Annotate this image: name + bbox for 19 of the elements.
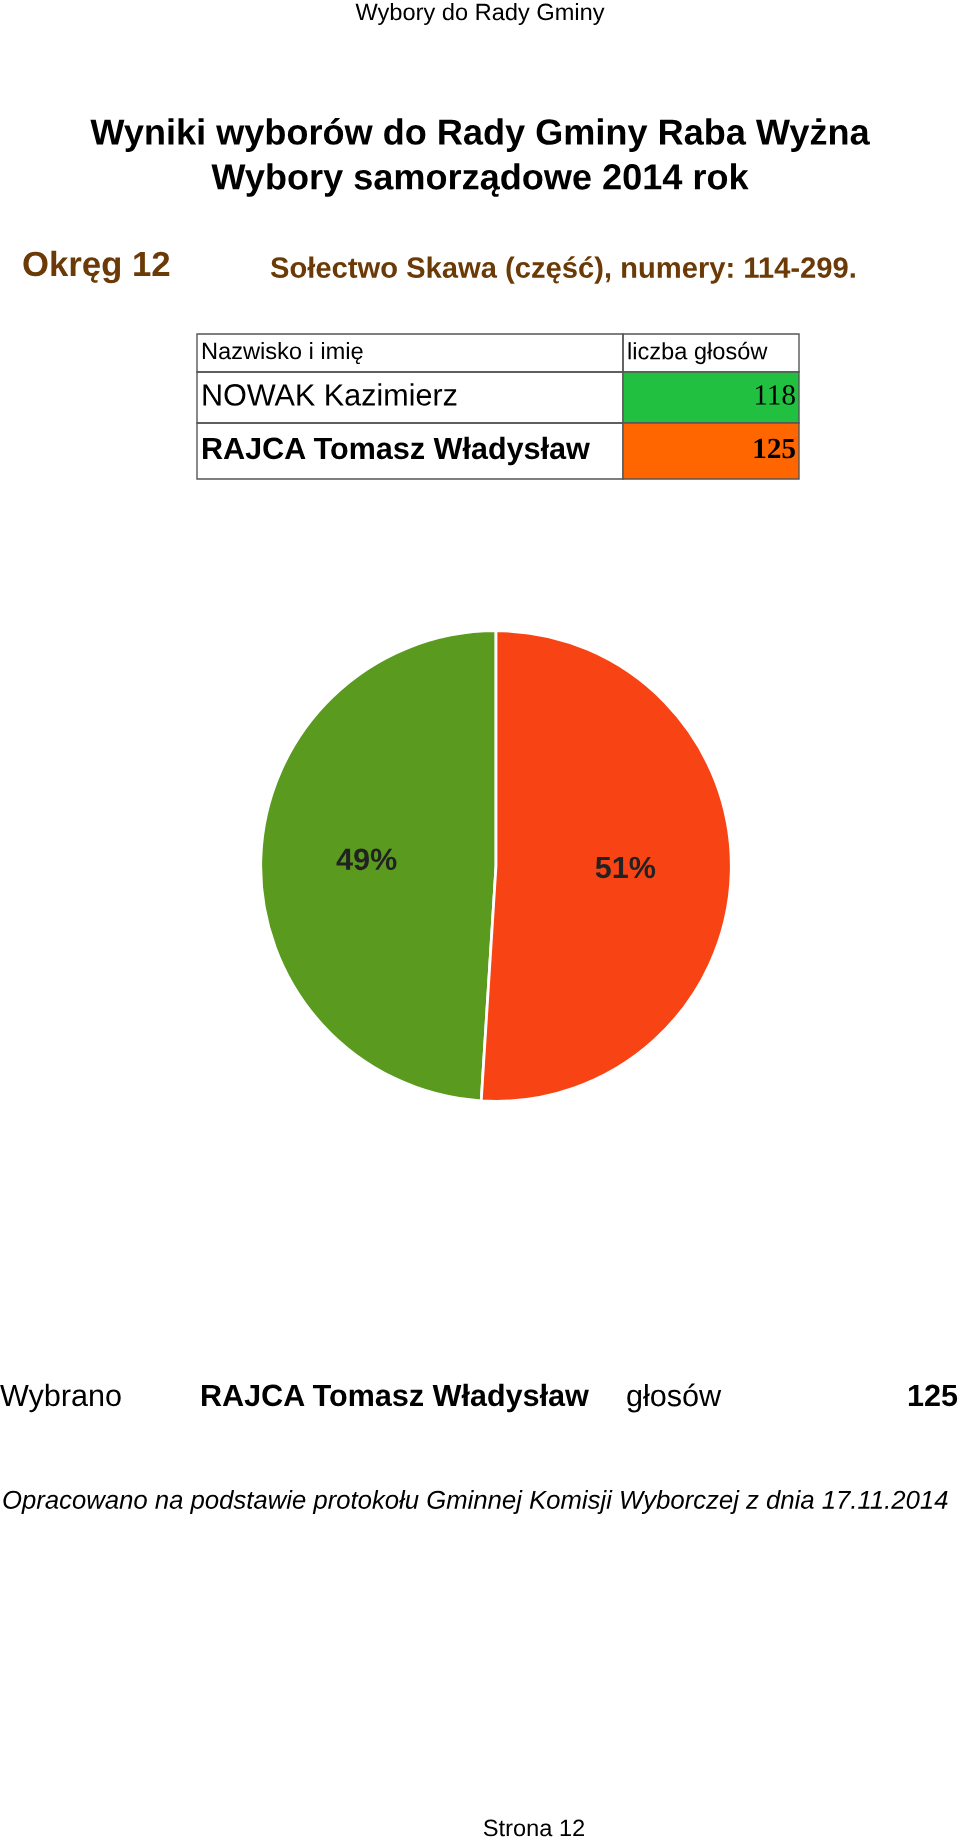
text: głosów [627, 1383, 722, 1413]
text: Strona 12 [483, 1819, 585, 1837]
text: Nazwisko i imię [202, 341, 363, 365]
text: liczba głosów [628, 341, 768, 365]
data-label: 49% [336, 848, 397, 871]
text: Wybrano [0, 1383, 121, 1413]
text: Okręg 12 [23, 250, 170, 284]
text: 125 [754, 438, 795, 459]
text: 125 [908, 1384, 958, 1407]
chart-title: Wyniki wyborów do Rady Gminy Raba Wyżna [90, 118, 870, 152]
text: RAJCA Tomasz Władysław [203, 436, 590, 466]
text: NOWAK Kazimierz [203, 383, 457, 406]
text: Wybory do Rady Gminy [355, 3, 605, 26]
text: Opracowano na podstawie protokołu Gminnej Komisji Wyborczej z dnia 17.11.2014 [3, 1490, 948, 1514]
text: RAJCA Tomasz Władysław [202, 1383, 589, 1413]
chart-subtitle: Wybory samorządowe 2014 rok [211, 163, 749, 197]
text: 118 [755, 385, 795, 405]
data-label: 51% [595, 856, 656, 879]
text: Sołectwo Skawa (część), numery: 114-299. [270, 256, 855, 284]
